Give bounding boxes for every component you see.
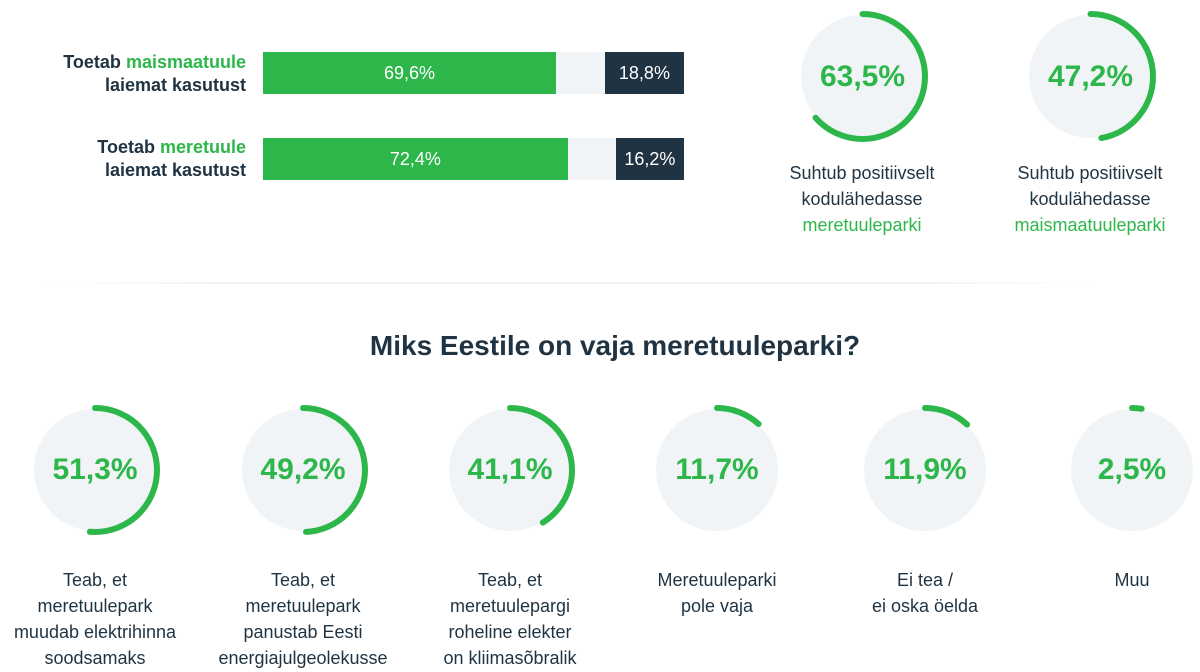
ring-arc: [1067, 405, 1197, 535]
caption-line: Ei tea /: [896, 570, 954, 590]
ring-offshore-local: 63,5%: [797, 11, 928, 142]
ring-background: [1071, 409, 1193, 531]
bar-positive-onshore: 69,6%: [263, 52, 557, 94]
ring-chart: [652, 405, 782, 535]
ring-arc: [652, 405, 782, 535]
ring-background: [449, 409, 571, 531]
ring-chart: [1067, 405, 1197, 535]
ring-background: [656, 409, 778, 531]
reason-ring: 11,9%: [860, 405, 990, 535]
bar-positive-offshore: 72,4%: [263, 138, 568, 180]
caption-line: on kliimasõbralik: [443, 648, 577, 668]
reason-caption: Teab, et meretuulepark muudab elektrihinna…: [0, 567, 200, 671]
reason-ring: 11,7%: [652, 405, 782, 535]
section-title: Miks Eestile on vaja meretuuleparki?: [369, 330, 861, 361]
ring-chart: [860, 405, 990, 535]
bar-negative-offshore: 16,2%: [615, 138, 684, 180]
reason-caption: Meretuuleparki pole vaja: [612, 567, 822, 619]
reason-ring: 2,5%: [1067, 405, 1197, 535]
caption-line: meretuulepargi: [449, 596, 571, 616]
ring-background: [242, 409, 364, 531]
caption-line: Teab, et: [62, 570, 128, 590]
caption-line: Meretuuleparki: [657, 570, 777, 590]
reason-ring: 49,2%: [238, 405, 368, 535]
reason-caption: Muu: [1027, 567, 1200, 593]
ring-arc: [860, 405, 990, 535]
caption-line: Teab, et: [270, 570, 336, 590]
ring-chart: [445, 405, 575, 535]
reason-ring: 41,1%: [445, 405, 575, 535]
ring-onshore-local: 47,2%: [1025, 11, 1156, 142]
bar-negative-onshore: 18,8%: [604, 52, 684, 94]
reason-caption: Teab, et meretuulepark panustab Eesti energ…: [198, 567, 408, 671]
ring-value: 11,7%: [675, 453, 759, 486]
caption-line: energiajulgeolekusse: [218, 648, 388, 668]
ring-chart: [797, 11, 928, 142]
caption-line: panustab Eesti: [243, 622, 363, 642]
ring-arc: [445, 405, 575, 535]
ring-value: 11,9%: [883, 453, 967, 486]
bar-label-offshore: Toetab meretuule laiemat kasutust: [97, 137, 246, 180]
bar-track: 72,4% 16,2%: [263, 138, 684, 180]
ring-background: [801, 15, 924, 138]
bar-row-onshore: Toetab maismaatuule laiemat kasutust 69,…: [0, 52, 700, 98]
ring-caption-offshore-local: Suhtub positiivselt kodulähedasse meretu…: [789, 163, 935, 235]
ring-value: 63,5%: [819, 59, 906, 93]
bar-row-offshore: Toetab meretuule laiemat kasutust 72,4% …: [0, 137, 700, 184]
ring-background: [864, 409, 986, 531]
caption-line: pole vaja: [680, 596, 754, 616]
caption-line: muudab elektrihinna: [13, 622, 177, 642]
reason-caption: Ei tea / ei oska öelda: [820, 567, 1030, 619]
ring-background: [1029, 15, 1152, 138]
ring-value: 49,2%: [260, 453, 346, 486]
ring-value: 51,3%: [52, 453, 138, 486]
bar-track: 69,6% 18,8%: [263, 52, 684, 94]
support-bar-chart: Toetab maismaatuule laiemat kasutust 69,…: [0, 0, 700, 220]
caption-line: ei oska öelda: [871, 596, 979, 616]
section-divider: [40, 282, 1100, 284]
ring-value: 47,2%: [1047, 59, 1134, 93]
ring-background: [34, 409, 156, 531]
ring-chart: [238, 405, 368, 535]
ring-arc: [1025, 11, 1156, 142]
ring-chart: [30, 405, 160, 535]
ring-value: 2,5%: [1097, 453, 1167, 486]
caption-line: meretuulepark: [37, 596, 153, 616]
caption-line: Teab, et: [477, 570, 543, 590]
ring-arc: [797, 11, 928, 142]
caption-line: roheline elekter: [448, 622, 572, 642]
ring-value: 41,1%: [467, 453, 553, 486]
bar-label-onshore: Toetab maismaatuule laiemat kasutust: [63, 52, 246, 95]
reason-ring: 51,3%: [30, 405, 160, 535]
caption-line: meretuulepark: [245, 596, 361, 616]
ring-caption-onshore-local: Suhtub positiivselt kodulähedasse maisma…: [1014, 163, 1166, 235]
ring-arc: [30, 405, 160, 535]
caption-line: soodsamaks: [44, 648, 146, 668]
ring-arc: [238, 405, 368, 535]
caption-line: Muu: [1114, 570, 1150, 590]
reason-caption: Teab, et meretuulepargi roheline elekter on…: [405, 567, 615, 671]
ring-chart: [1025, 11, 1156, 142]
